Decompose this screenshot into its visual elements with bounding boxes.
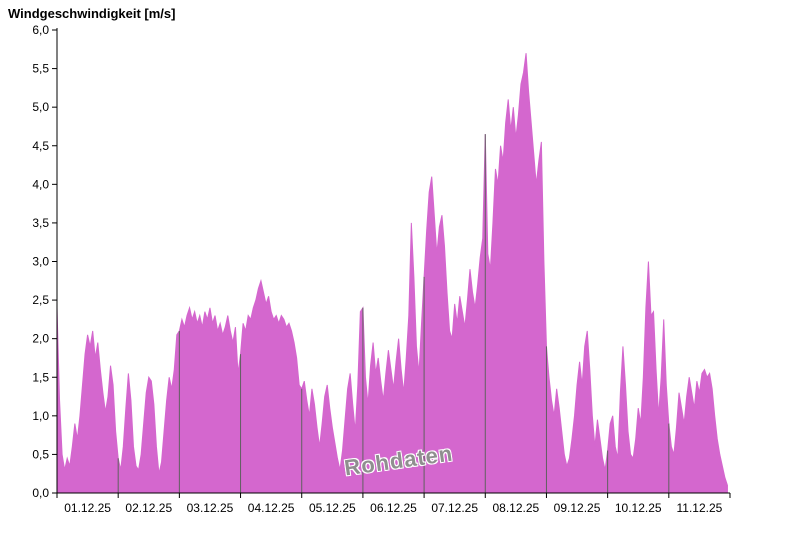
area-series-rohdaten: [56, 53, 728, 494]
x-tick-label: 11.12.25: [676, 501, 722, 515]
x-tick-label: 03.12.25: [187, 501, 234, 515]
y-tick-label: 2,5: [32, 293, 49, 307]
y-tick-label: 0,5: [32, 447, 49, 461]
x-tick-label: 05.12.25: [309, 501, 356, 515]
y-tick-label: 5,5: [32, 62, 49, 76]
x-tick-label: 08.12.25: [493, 501, 540, 515]
chart-title: Windgeschwindigkeit [m/s]: [8, 6, 176, 21]
x-tick-label: 07.12.25: [431, 501, 478, 515]
y-tick-label: 1,5: [32, 370, 49, 384]
x-tick-label: 04.12.25: [248, 501, 295, 515]
y-tick-label: 3,0: [32, 255, 49, 269]
x-tick-label: 10.12.25: [615, 501, 662, 515]
y-tick-label: 5,0: [32, 100, 49, 114]
y-tick-label: 4,5: [32, 139, 49, 153]
y-tick-label: 1,0: [32, 409, 49, 423]
x-tick-label: 02.12.25: [125, 501, 172, 515]
y-tick-label: 2,0: [32, 332, 49, 346]
y-tick-label: 4,0: [32, 177, 49, 191]
y-tick-label: 0,0: [32, 486, 49, 500]
x-tick-label: 01.12.25: [64, 501, 111, 515]
y-tick-label: 6,0: [32, 23, 49, 37]
y-tick-label: 3,5: [32, 216, 49, 230]
x-tick-label: 09.12.25: [554, 501, 601, 515]
x-tick-label: 06.12.25: [370, 501, 417, 515]
